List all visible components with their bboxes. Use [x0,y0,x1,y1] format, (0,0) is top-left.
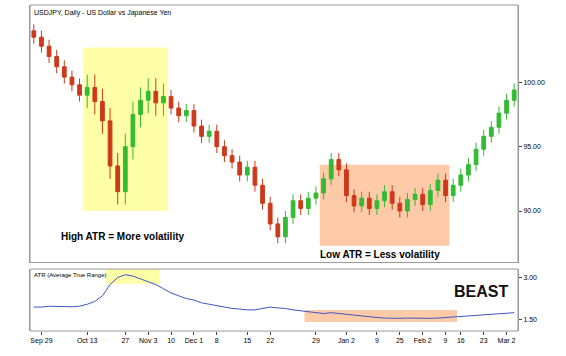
svg-text:Sep 29: Sep 29 [30,337,52,345]
svg-text:Jan 2: Jan 2 [338,337,355,344]
svg-text:8: 8 [215,337,219,344]
svg-text:3.00: 3.00 [523,274,537,281]
svg-text:1.50: 1.50 [523,316,537,323]
svg-text:22: 22 [266,337,274,344]
svg-text:25: 25 [396,337,404,344]
svg-text:Mar 2: Mar 2 [498,337,516,344]
svg-text:High ATR = More volatility: High ATR = More volatility [61,231,185,242]
svg-text:Oct 13: Oct 13 [77,337,98,344]
svg-text:90.00: 90.00 [523,207,541,214]
svg-text:Feb 2: Feb 2 [414,337,432,344]
svg-text:15: 15 [243,337,251,344]
svg-text:100.00: 100.00 [523,79,545,86]
svg-text:BEAST: BEAST [454,283,508,300]
svg-text:16: 16 [457,337,465,344]
svg-text:27: 27 [121,337,129,344]
svg-text:Low ATR = Less volatility: Low ATR = Less volatility [320,249,440,260]
svg-text:95.00: 95.00 [523,143,541,150]
svg-text:23: 23 [480,337,488,344]
svg-text:USDJPY, Daily - US Dollar vs J: USDJPY, Daily - US Dollar vs Japanese Ye… [34,9,171,17]
svg-text:10: 10 [167,337,175,344]
svg-text:ATR (Average True Range): ATR (Average True Range) [34,272,106,278]
svg-text:Dec 1: Dec 1 [185,337,203,344]
svg-text:9: 9 [375,337,379,344]
svg-text:9: 9 [444,337,448,344]
svg-text:29: 29 [312,337,320,344]
svg-text:Nov 3: Nov 3 [139,337,157,344]
